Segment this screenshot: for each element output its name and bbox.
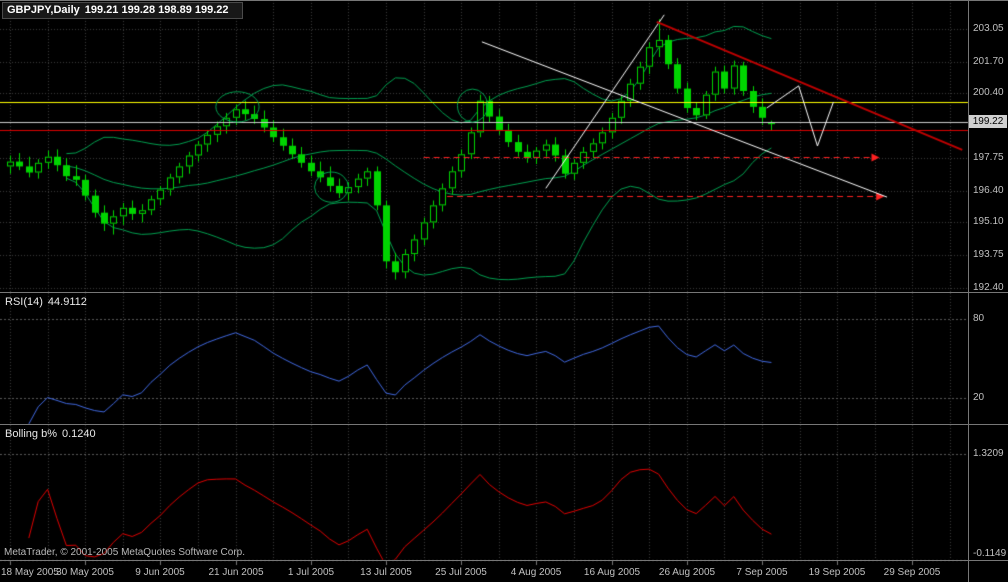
rsi-axis-label: 80 [973,313,985,324]
symbol-timeframe-label: GBPJPY,Daily [7,4,80,16]
price-axis-label: 203.05 [973,23,1004,34]
rsi-indicator-value: 44.9112 [47,296,87,308]
price-axis-label: 195.10 [973,216,1004,227]
time-axis-label: 16 Aug 2005 [583,567,641,578]
pane-splitter-rsi-bb[interactable] [0,424,1008,425]
bollinger-b-axis-label: -0.1149 [973,548,1007,559]
rsi-indicator-label: RSI(14) 44.9112 [5,296,92,308]
time-axis-label: 18 May 2005 [1,567,59,578]
time-axis-label: 9 Jun 2005 [135,567,185,578]
price-axis-label: 201.70 [973,56,1004,67]
pane-splitter-main-rsi[interactable] [0,292,1008,293]
time-axis-label: 19 Sep 2005 [808,567,866,578]
pane-splitter-bb-timeaxis [0,560,1008,561]
chart-title: GBPJPY,Daily 199.21 199.28 198.89 199.22 [2,2,243,19]
time-axis-label: 1 Jul 2005 [287,567,335,578]
bollinger-b-axis-label: 1.3209 [973,448,1004,459]
time-axis[interactable]: 18 May 2005 30 May 2005 9 Jun 2005 21 Jun 2… [0,563,968,582]
price-axis-label: 197.75 [973,152,1004,163]
ohlc-quote-label: 199.21 199.28 198.89 199.22 [84,4,229,16]
time-axis-label: 7 Sep 2005 [736,567,788,578]
time-axis-label: 30 May 2005 [56,567,114,578]
bollinger-b-indicator-label: Bolling b% 0.1240 [5,428,101,440]
rsi-axis-label: 20 [973,392,985,403]
time-axis-label: 25 Jul 2005 [435,567,487,578]
bollinger-b-indicator-value: 0.1240 [61,428,96,440]
time-axis-label: 29 Sep 2005 [883,567,941,578]
bollinger-b-indicator-name: Bolling b% [5,428,57,440]
price-axis-label: 200.40 [973,87,1004,98]
time-axis-label: 13 Jul 2005 [360,567,412,578]
price-axis-border [968,0,969,582]
price-axis[interactable]: 203.05 201.70 200.40 197.75 196.40 195.10 193.… [969,0,1008,582]
price-axis-label: 196.40 [973,185,1004,196]
time-axis-label: 26 Aug 2005 [658,567,716,578]
rsi-indicator-name: RSI(14) [5,296,43,308]
current-price-box: 199.22 [969,115,1007,128]
copyright-watermark: MetaTrader, © 2001-2005 MetaQuotes Softw… [4,547,246,558]
price-axis-label: 192.40 [973,282,1004,293]
time-axis-label: 21 Jun 2005 [208,567,264,578]
price-axis-label: 193.75 [973,249,1004,260]
chart-top-border [0,0,1008,1]
time-axis-label: 4 Aug 2005 [510,567,562,578]
